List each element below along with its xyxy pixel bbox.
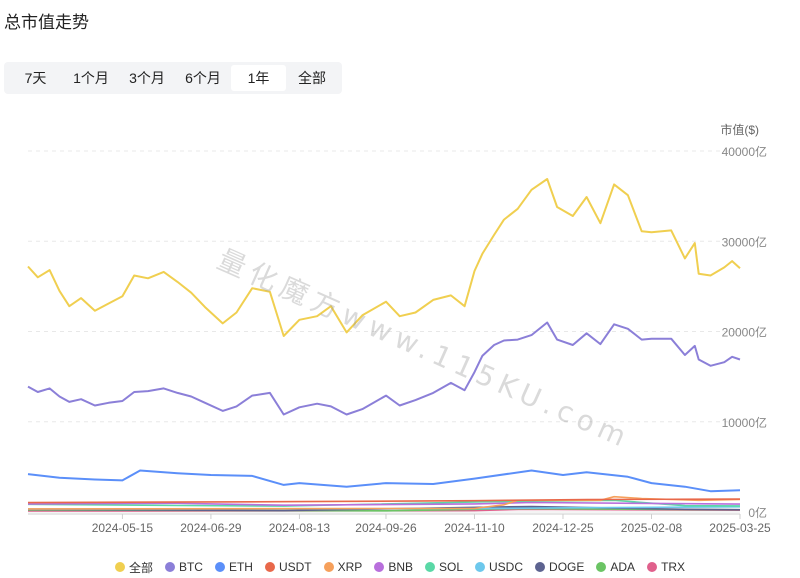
y-tick-label: 40000亿 (722, 144, 767, 159)
legend-item[interactable]: ETH (214, 560, 253, 574)
legend-label: XRP (337, 560, 363, 574)
legend-dot-icon (214, 562, 225, 572)
series-line-usdt (27, 498, 741, 504)
legend-label: BTC (178, 560, 203, 574)
legend-dot-icon (596, 562, 607, 572)
series-line-eth (27, 469, 741, 493)
legend-label: 全部 (128, 560, 153, 575)
tab-all[interactable]: 全部 (298, 70, 326, 86)
legend-item[interactable]: SOL (425, 560, 463, 574)
tab-7d[interactable]: 7天 (24, 70, 47, 86)
legend-dot-icon (374, 562, 385, 572)
x-tick-label: 2025-03-25 (709, 521, 771, 535)
legend-item[interactable]: USDT (264, 560, 312, 574)
y-axis-title: 市值($) (720, 122, 759, 137)
legend-item[interactable]: BTC (164, 560, 203, 574)
series-lines (27, 178, 741, 512)
legend-item[interactable]: DOGE (535, 560, 584, 574)
legend-dot-icon (475, 562, 486, 572)
legend-label: BNB (388, 560, 413, 574)
time-range-tabs: 7天 1个月 3个月 6个月 1年 全部 (4, 62, 342, 94)
legend-label: USDT (278, 560, 312, 574)
legend-item[interactable]: TRX (647, 560, 685, 574)
legend-label: USDC (489, 560, 524, 574)
tab-1m[interactable]: 1个月 (73, 70, 109, 86)
y-tick-label: 20000亿 (722, 325, 767, 340)
legend-label: SOL (439, 560, 464, 574)
y-tick-label: 0亿 (748, 505, 767, 520)
page-title: 总市值走势 (4, 13, 89, 32)
series-line-btc (27, 321, 741, 416)
legend-dot-icon (264, 562, 275, 572)
x-tick-label: 2024-08-13 (269, 521, 331, 535)
x-tick-label: 2024-05-15 (92, 521, 154, 535)
legend-item[interactable]: 全部 (114, 559, 153, 576)
tab-3m[interactable]: 3个月 (129, 70, 165, 86)
legend-dot-icon (114, 562, 125, 572)
x-tick-label: 2024-09-26 (355, 521, 417, 535)
legend-item[interactable]: ADA (596, 560, 635, 574)
y-tick-label: 10000亿 (722, 415, 767, 430)
legend-dot-icon (647, 562, 658, 572)
x-tick-label: 2025-02-08 (621, 521, 683, 535)
x-tick-label: 2024-06-29 (180, 521, 242, 535)
legend-dot-icon (164, 562, 175, 572)
legend-label: ETH (228, 560, 253, 574)
legend-item[interactable]: XRP (323, 560, 363, 574)
series-line-doge (27, 505, 741, 512)
series-line-全部 (27, 178, 741, 337)
legend-item[interactable]: BNB (374, 560, 413, 574)
series-line-sol (27, 499, 741, 507)
x-tick-label: 2024-12-25 (532, 521, 594, 535)
legend-label: DOGE (549, 560, 585, 574)
legend-label: ADA (610, 560, 636, 574)
x-tick-label: 2024-11-10 (444, 521, 505, 535)
legend-dot-icon (425, 562, 435, 572)
grid-lines (28, 150, 740, 513)
legend-dot-icon (535, 562, 546, 572)
chart-legend: 全部 BTC ETH USDT XRP BNB SOL USDC DOGE ADA TRX (0, 558, 800, 576)
tab-1y[interactable]: 1年 (231, 65, 286, 91)
tab-6m[interactable]: 6个月 (185, 70, 221, 86)
legend-label: TRX (661, 560, 686, 574)
y-tick-label: 30000亿 (722, 234, 767, 249)
series-line-bnb (27, 501, 741, 506)
legend-item[interactable]: USDC (475, 560, 523, 574)
legend-dot-icon (323, 562, 334, 572)
